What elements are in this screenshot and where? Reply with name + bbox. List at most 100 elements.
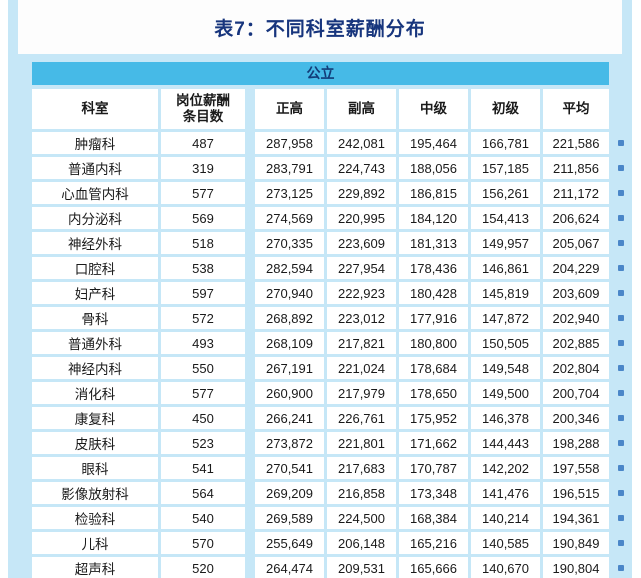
table-header-row: 科室 岗位薪酬 条目数 正高 副高 中级 初级 平均 — [32, 89, 609, 129]
value-cell: 166,781 — [471, 132, 540, 154]
table-row: 骨科 572 268,892 223,012 177,916 147,872 202,940 — [32, 307, 609, 329]
column-spacer — [248, 532, 252, 554]
value-cell: 180,800 — [399, 332, 468, 354]
value-cell: 177,916 — [399, 307, 468, 329]
value-cell: 140,670 — [471, 557, 540, 578]
table-row: 儿科 570 255,649 206,148 165,216 140,585 190,849 — [32, 532, 609, 554]
column-header: 正高 — [255, 89, 324, 129]
value-cell: 283,791 — [255, 157, 324, 179]
value-cell: 242,081 — [327, 132, 396, 154]
value-cell: 196,515 — [543, 482, 609, 504]
row-marker-icon — [618, 290, 624, 296]
department-cell: 普通内科 — [32, 157, 158, 179]
value-cell: 269,209 — [255, 482, 324, 504]
value-cell: 202,885 — [543, 332, 609, 354]
value-cell: 203,609 — [543, 282, 609, 304]
value-cell: 523 — [161, 432, 245, 454]
column-header: 岗位薪酬 条目数 — [161, 89, 245, 129]
value-cell: 319 — [161, 157, 245, 179]
value-cell: 206,148 — [327, 532, 396, 554]
table-row: 超声科 520 264,474 209,531 165,666 140,670 190,80… — [32, 557, 609, 578]
table-row: 妇产科 597 270,940 222,923 180,428 145,819 203,60… — [32, 282, 609, 304]
value-cell: 141,476 — [471, 482, 540, 504]
value-cell: 184,120 — [399, 207, 468, 229]
value-cell: 577 — [161, 382, 245, 404]
column-header: 副高 — [327, 89, 396, 129]
value-cell: 268,892 — [255, 307, 324, 329]
value-cell: 202,940 — [543, 307, 609, 329]
value-cell: 142,202 — [471, 457, 540, 479]
value-cell: 541 — [161, 457, 245, 479]
value-cell: 140,585 — [471, 532, 540, 554]
value-cell: 205,067 — [543, 232, 609, 254]
value-cell: 188,056 — [399, 157, 468, 179]
value-cell: 450 — [161, 407, 245, 429]
value-cell: 216,858 — [327, 482, 396, 504]
value-cell: 149,500 — [471, 382, 540, 404]
table-row: 眼科 541 270,541 217,683 170,787 142,202 197,558 — [32, 457, 609, 479]
value-cell: 224,500 — [327, 507, 396, 529]
value-cell: 267,191 — [255, 357, 324, 379]
column-spacer — [248, 157, 252, 179]
column-spacer — [248, 357, 252, 379]
title-bar: 表7：不同科室薪酬分布 — [18, 0, 622, 54]
column-spacer — [248, 432, 252, 454]
value-cell: 518 — [161, 232, 245, 254]
value-cell: 538 — [161, 257, 245, 279]
department-cell: 神经外科 — [32, 232, 158, 254]
value-cell: 211,856 — [543, 157, 609, 179]
department-cell: 口腔科 — [32, 257, 158, 279]
department-cell: 检验科 — [32, 507, 158, 529]
row-marker-icon — [618, 265, 624, 271]
value-cell: 209,531 — [327, 557, 396, 578]
value-cell: 198,288 — [543, 432, 609, 454]
column-header: 科室 — [32, 89, 158, 129]
column-spacer — [248, 332, 252, 354]
value-cell: 223,012 — [327, 307, 396, 329]
row-marker-icon — [618, 390, 624, 396]
value-cell: 190,849 — [543, 532, 609, 554]
department-cell: 眼科 — [32, 457, 158, 479]
column-spacer — [248, 282, 252, 304]
column-spacer — [248, 182, 252, 204]
value-cell: 178,684 — [399, 357, 468, 379]
value-cell: 202,804 — [543, 357, 609, 379]
department-cell: 内分泌科 — [32, 207, 158, 229]
row-marker-icon — [618, 515, 624, 521]
value-cell: 204,229 — [543, 257, 609, 279]
value-cell: 217,821 — [327, 332, 396, 354]
column-spacer — [248, 482, 252, 504]
row-marker-icon — [618, 240, 624, 246]
value-cell: 200,704 — [543, 382, 609, 404]
value-cell: 221,586 — [543, 132, 609, 154]
value-cell: 147,872 — [471, 307, 540, 329]
row-marker-icon — [618, 465, 624, 471]
value-cell: 140,214 — [471, 507, 540, 529]
column-spacer — [248, 257, 252, 279]
value-cell: 170,787 — [399, 457, 468, 479]
value-cell: 493 — [161, 332, 245, 354]
value-cell: 150,505 — [471, 332, 540, 354]
value-cell: 146,861 — [471, 257, 540, 279]
department-cell: 儿科 — [32, 532, 158, 554]
column-spacer — [248, 232, 252, 254]
row-marker-icon — [618, 165, 624, 171]
value-cell: 165,666 — [399, 557, 468, 578]
value-cell: 273,872 — [255, 432, 324, 454]
value-cell: 149,548 — [471, 357, 540, 379]
group-header-public: 公立 — [32, 62, 609, 85]
value-cell: 270,335 — [255, 232, 324, 254]
value-cell: 223,609 — [327, 232, 396, 254]
value-cell: 287,958 — [255, 132, 324, 154]
department-cell: 消化科 — [32, 382, 158, 404]
value-cell: 268,109 — [255, 332, 324, 354]
value-cell: 181,313 — [399, 232, 468, 254]
value-cell: 168,384 — [399, 507, 468, 529]
table-row: 检验科 540 269,589 224,500 168,384 140,214 194,36… — [32, 507, 609, 529]
value-cell: 149,957 — [471, 232, 540, 254]
value-cell: 226,761 — [327, 407, 396, 429]
department-cell: 皮肤科 — [32, 432, 158, 454]
column-spacer — [248, 307, 252, 329]
department-cell: 普通外科 — [32, 332, 158, 354]
